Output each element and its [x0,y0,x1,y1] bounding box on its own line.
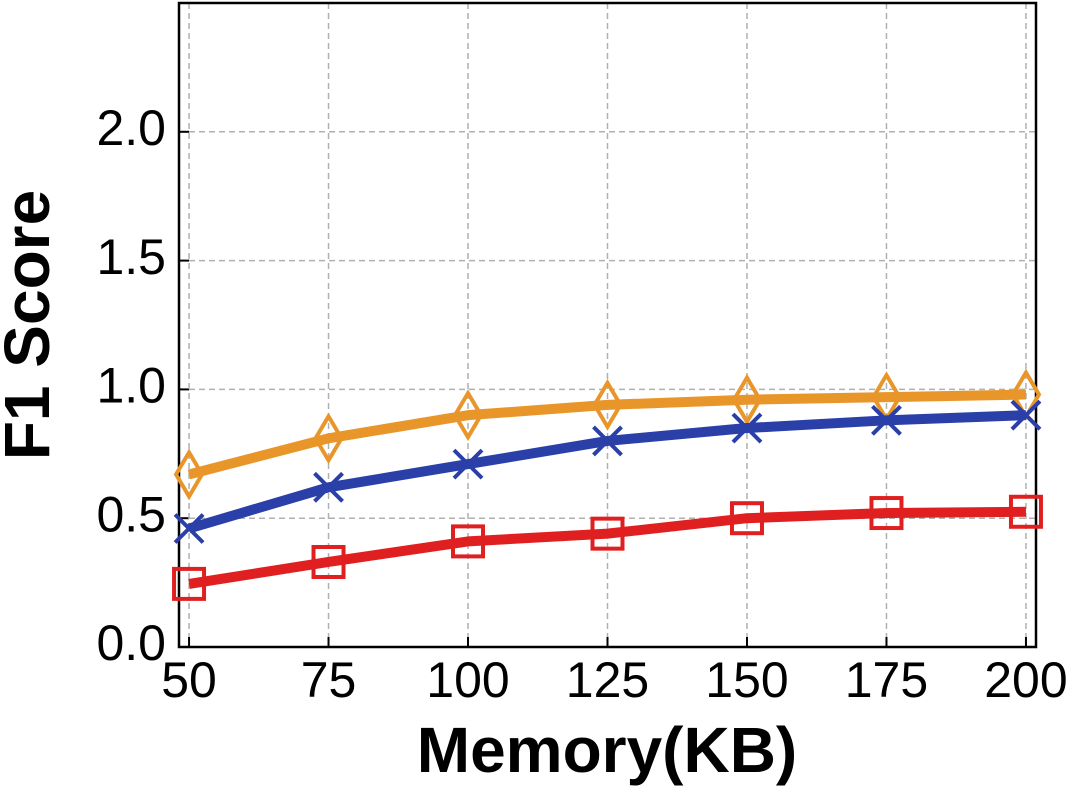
marker [592,378,623,431]
marker [731,412,763,444]
data-point [172,566,207,601]
marker [172,566,207,601]
x-tick-label: 200 [984,652,1067,708]
marker [313,412,344,465]
data-point [590,516,625,551]
y-tick-label: 0.0 [96,615,166,671]
series-line [188,506,1027,589]
y-tick-label: 1.0 [96,358,166,414]
data-point [313,471,344,503]
marker [869,496,904,531]
data-point [592,425,623,457]
y-axis-label: F1 Score [0,190,63,460]
marker [592,425,623,457]
data-point [1010,399,1042,431]
marker [1008,494,1043,529]
plot-frame [177,1,1038,649]
data-point [731,412,763,444]
x-axis-label: Memory(KB) [417,714,797,786]
data-point [452,448,484,480]
marker [590,516,625,551]
marker [871,404,902,436]
marker [451,524,486,559]
data-point [1008,494,1043,529]
data-point [451,524,486,559]
x-tick-label: 150 [705,652,788,708]
x-tick-label: 125 [566,652,649,708]
x-tick-label: 50 [161,652,217,708]
data-point [173,513,205,544]
marker [313,471,344,503]
series-line [187,389,1027,480]
data-point [731,373,763,426]
y-tick-label: 2.0 [96,100,166,156]
x-tick-label: 75 [301,652,357,708]
marker [729,501,764,536]
x-tick-label: 100 [426,652,509,708]
data-point [869,496,904,531]
marker [311,544,346,579]
data-point [452,389,484,442]
data-point [592,378,623,431]
data-point [313,412,344,465]
y-tick-label: 1.5 [96,229,166,285]
marker [1010,399,1042,431]
data-point [173,448,205,501]
marker [452,389,484,442]
x-tick-label: 175 [845,652,928,708]
marker [173,448,205,501]
marker [452,448,484,480]
data-point [871,404,902,436]
data-point [311,544,346,579]
marker [731,373,763,426]
marker [173,513,205,544]
y-tick-label: 0.5 [96,486,166,542]
data-point [729,501,764,536]
